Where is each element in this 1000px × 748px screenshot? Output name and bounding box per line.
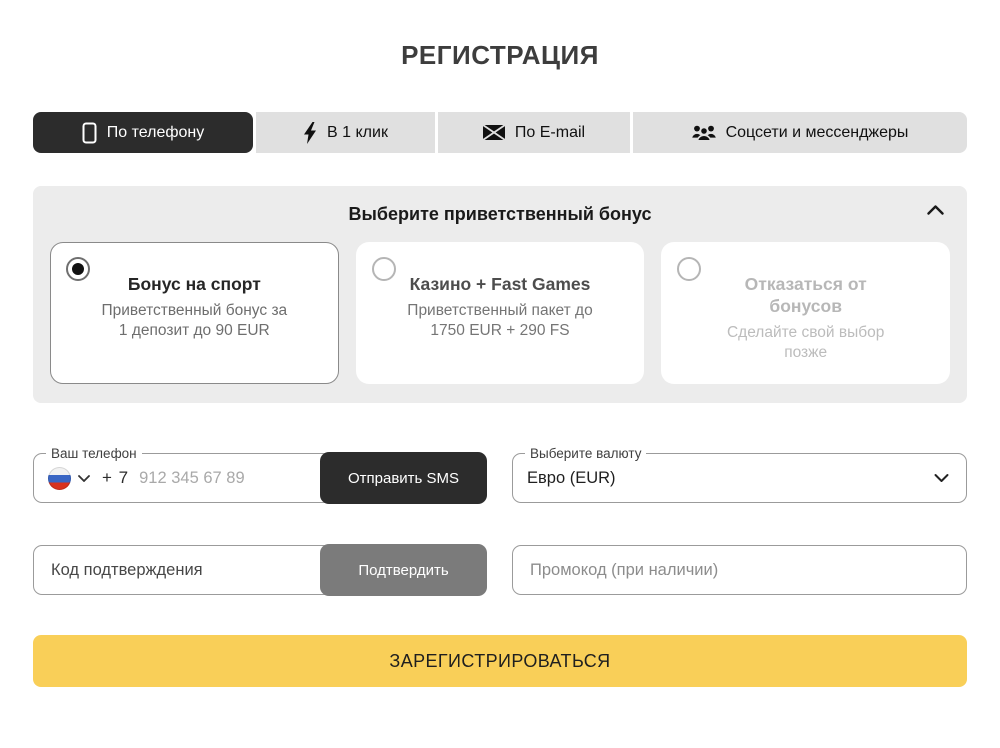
email-icon — [482, 125, 505, 140]
confirmation-code-input[interactable] — [51, 560, 306, 580]
radio-unselected[interactable] — [371, 257, 396, 281]
bonus-card-subtitle: Приветственный бонус за 1 депозит до 90 … — [101, 301, 288, 340]
tab-label: По E-mail — [514, 123, 586, 141]
confirm-button[interactable]: Подтвердить — [320, 544, 487, 597]
confirmation-code-field: Подтвердить — [33, 544, 487, 597]
tab-label: В 1 клик — [327, 123, 388, 141]
tab-label: По телефону — [106, 123, 205, 141]
send-sms-button[interactable]: Отправить SMS — [320, 452, 487, 505]
promo-field-inner — [513, 546, 966, 594]
collapse-bonus-button[interactable] — [927, 203, 944, 218]
bonus-card-subtitle: Приветственный пакет до 1750 EUR + 290 F… — [407, 301, 593, 340]
registration-method-tabs: По телефону В 1 клик По E-mail — [33, 112, 967, 153]
registration-page: РЕГИСТРАЦИЯ По телефону В 1 клик По E-ma… — [0, 40, 1000, 688]
form-row-2: Подтвердить — [33, 544, 967, 597]
promo-code-field — [512, 545, 967, 596]
tab-one-click[interactable]: В 1 клик — [256, 112, 435, 153]
currency-select-label: Выберите валюту — [525, 445, 647, 463]
phone-field: Ваш телефон + 7 Отправить SMS — [33, 445, 487, 505]
currency-select-inner: Евро (EUR) — [513, 454, 966, 502]
currency-select[interactable]: Выберите валюту Евро (EUR) — [512, 445, 967, 504]
bonus-card-sport[interactable]: Бонус на спорт Приветственный бонус за 1… — [50, 242, 339, 385]
tab-by-phone[interactable]: По телефону — [33, 112, 253, 153]
phone-icon — [82, 122, 97, 144]
welcome-bonus-panel: Выберите приветственный бонус Бонус на с… — [33, 186, 967, 404]
bonus-card-refuse[interactable]: Отказаться от бонусов Сделайте свой выбо… — [661, 242, 951, 385]
bonus-card-subtitle: Сделайте свой выбор позже — [726, 323, 885, 361]
country-chevron-down-icon[interactable] — [78, 474, 90, 482]
radio-unselected[interactable] — [677, 257, 702, 281]
bonus-card-casino[interactable]: Казино + Fast Games Приветственный пакет… — [355, 242, 645, 385]
confirmation-field-inner — [34, 546, 486, 594]
phone-input[interactable] — [139, 468, 306, 488]
radio-selected[interactable] — [66, 257, 90, 281]
radio-dot — [72, 263, 84, 275]
bonus-cards: Бонус на спорт Приветственный бонус за 1… — [50, 242, 951, 385]
page-title: РЕГИСТРАЦИЯ — [401, 40, 599, 70]
bonus-card-title: Бонус на спорт — [127, 274, 261, 294]
form-row-1: Ваш телефон + 7 Отправить SMS Выберите в… — [33, 445, 967, 505]
bonus-panel-header: Выберите приветственный бонус — [50, 201, 950, 227]
chevron-up-icon — [927, 203, 944, 218]
phone-field-label: Ваш телефон — [46, 445, 142, 463]
people-icon — [691, 124, 716, 141]
register-button[interactable]: ЗАРЕГИСТРИРОВАТЬСЯ — [33, 635, 967, 688]
bonus-card-title: Казино + Fast Games — [409, 274, 591, 294]
tab-social-messengers[interactable]: Соцсети и мессенджеры — [633, 112, 967, 153]
tab-label: Соцсети и мессенджеры — [725, 123, 909, 141]
russia-flag-icon[interactable] — [48, 466, 71, 490]
bonus-panel-title: Выберите приветственный бонус — [348, 203, 652, 224]
lightning-icon — [303, 121, 317, 144]
promo-code-input[interactable] — [530, 560, 952, 580]
dial-code: + 7 — [102, 468, 130, 488]
currency-value: Евро (EUR) — [527, 468, 616, 487]
phone-field-inner: + 7 — [34, 454, 486, 502]
chevron-down-icon — [934, 474, 949, 483]
bonus-card-title: Отказаться от бонусов — [744, 274, 867, 316]
tab-by-email[interactable]: По E-mail — [438, 112, 630, 153]
